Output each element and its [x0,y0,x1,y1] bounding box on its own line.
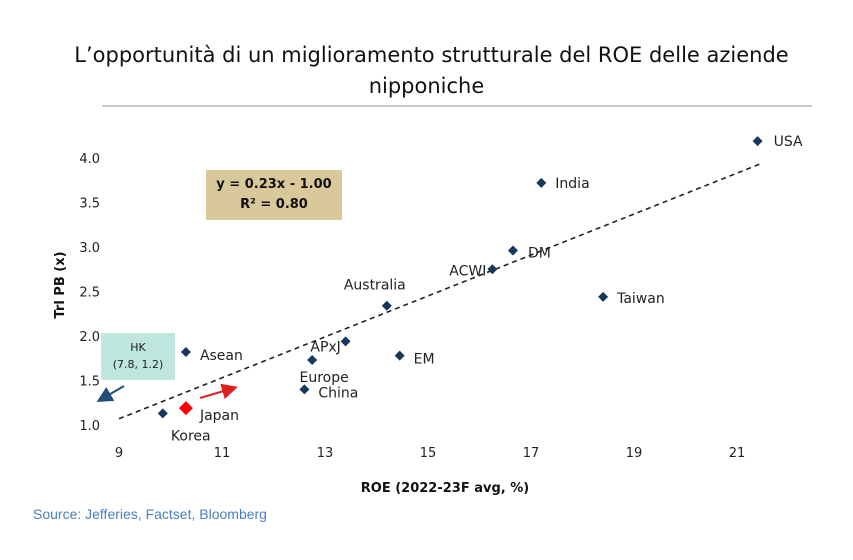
japan-improvement-arrow [199,383,238,400]
title-line-1: L’opportunità di un miglioramento strutt… [74,43,789,67]
chart-title: L’opportunità di un miglioramento strutt… [0,40,853,102]
point-label: Asean [200,348,243,364]
y-tick-label: 3.0 [79,241,100,256]
point-label: China [318,385,358,401]
data-point-dm [507,245,518,256]
data-point-em [394,350,405,361]
data-point-usa [752,136,763,147]
point-label: DM [528,246,551,262]
data-point-australia [381,300,392,311]
x-tick-label: 15 [420,446,437,461]
y-tick-label: 3.5 [79,197,100,212]
x-tick-label: 17 [523,446,540,461]
data-point-asean [180,347,191,358]
y-tick-label: 2.5 [79,286,100,301]
point-label: Korea [171,428,211,444]
x-tick-label: 19 [626,446,643,461]
hk-annotation: HK (7.8, 1.2) [101,333,175,380]
data-point-india [536,177,547,188]
y-axis-label: Trl PB (x) [53,251,68,318]
y-tick-label: 1.0 [79,419,100,434]
data-point-acwi [487,264,498,275]
data-point-europe [307,355,318,366]
point-label: ACWI [449,263,486,279]
point-label: Europe [300,370,349,386]
point-label: India [555,176,589,192]
hk-value: (7.8, 1.2) [112,358,164,371]
point-label: Australia [344,278,406,294]
y-tick-label: 4.0 [79,152,100,167]
source-note: Source: Jefferies, Factset, Bloomberg [33,506,267,522]
point-label: APxJ [310,339,340,355]
r-squared: R² = 0.80 [240,197,308,212]
regression-equation-box: y = 0.23x - 1.00 R² = 0.80 [206,170,342,220]
trendline [118,162,764,420]
point-label: EM [414,352,435,368]
data-point-taiwan [598,291,609,302]
point-label: Japan [199,408,239,424]
x-tick-label: 9 [115,446,123,461]
title-line-2: nipponiche [368,74,485,98]
data-point-china [299,384,310,395]
data-point-apxj [340,336,351,347]
point-label: USA [774,134,803,150]
data-point-korea [157,408,168,419]
title-divider [102,105,812,107]
y-tick-label: 2.0 [79,330,100,345]
point-label: Taiwan [616,291,665,307]
regression-equation: y = 0.23x - 1.00 [216,177,332,192]
x-tick-label: 21 [729,446,746,461]
y-tick-label: 1.5 [79,375,100,390]
hk-label: HK [130,341,146,354]
x-axis-label: ROE (2022-23F avg, %) [361,481,529,496]
data-point-japan [178,401,193,416]
x-tick-label: 13 [317,446,334,461]
x-tick-label: 11 [214,446,231,461]
hk-arrow [96,385,125,403]
